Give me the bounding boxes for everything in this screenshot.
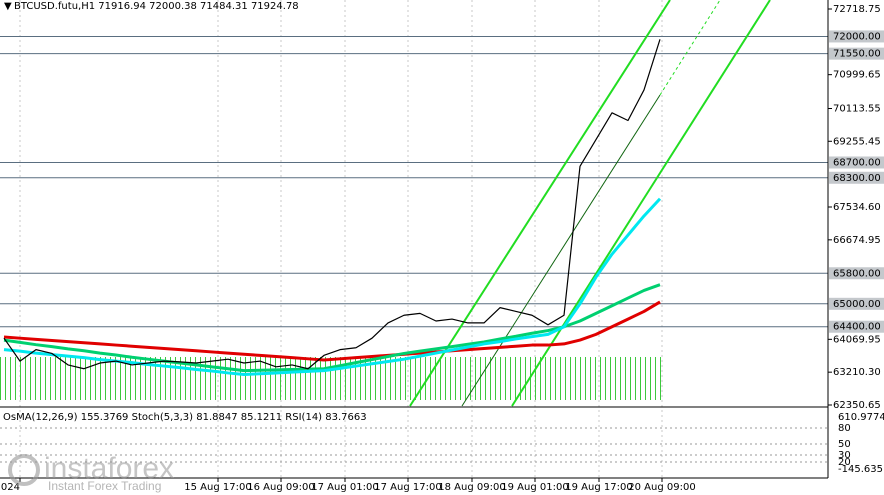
watermark-brand: instaforex	[44, 452, 174, 485]
time-label: 19 Aug 01:00	[501, 482, 568, 493]
indicator-header: OsMA(12,26,9) 155.3769 Stoch(5,3,3) 81.8…	[3, 412, 367, 423]
level-label-box	[829, 30, 884, 43]
time-label: 15 Aug 17:00	[184, 482, 251, 493]
watermark-logo	[8, 454, 40, 486]
time-label: 13 Aug 2024	[0, 482, 20, 493]
stoch-level-label: 20	[838, 457, 851, 468]
level-label: 72000.00	[833, 31, 881, 42]
moving-average	[3, 283, 661, 373]
price-label: 70113.55	[833, 104, 881, 115]
price-label: 62350.65	[833, 400, 881, 411]
price-label: 70999.65	[833, 70, 881, 81]
stoch-level-label: 30	[838, 450, 851, 461]
chart-title: BTCUSD.futu,H1 71916.94 72000.38 71484.3…	[14, 1, 299, 12]
level-label-box	[829, 320, 884, 333]
level-label-box	[829, 47, 884, 60]
price-label: 69255.45	[833, 136, 881, 147]
level-label: 68700.00	[833, 157, 881, 168]
levels	[0, 35, 828, 328]
time-label: 17 Aug 17:00	[374, 482, 441, 493]
price-label: 67534.60	[833, 202, 881, 213]
channel-middle-ext	[659, 0, 721, 96]
level-label-box	[829, 156, 884, 169]
indicator-scale: -145.635	[838, 464, 883, 475]
level-label: 65000.00	[833, 299, 881, 310]
level-label-box	[829, 267, 884, 280]
time-label: 20 Aug 09:00	[628, 482, 695, 493]
level-label: 64400.00	[833, 322, 881, 333]
time-label: 16 Aug 09:00	[247, 482, 314, 493]
time-label: 18 Aug 09:00	[438, 482, 505, 493]
price-label: 72718.75	[833, 4, 881, 15]
time-label: 19 Aug 17:00	[565, 482, 632, 493]
moving-average	[3, 300, 661, 362]
level-label-box	[829, 171, 884, 184]
price-label: 64069.95	[833, 334, 881, 345]
time-label: 17 Aug 01:00	[311, 482, 378, 493]
channel-lower	[511, 0, 771, 407]
price-label: 66674.95	[833, 235, 881, 246]
volume-strip	[0, 357, 662, 400]
watermark: instaforex Instant Forex Trading	[8, 452, 174, 493]
level-label: 71550.00	[833, 49, 881, 60]
level-label: 65800.00	[833, 268, 881, 279]
channel-middle	[461, 94, 661, 407]
title-marker: ▼	[4, 1, 12, 12]
plot	[3, 39, 662, 376]
price-line	[3, 39, 661, 370]
level-label: 68300.00	[833, 173, 881, 184]
price-label: 63210.30	[833, 367, 881, 378]
channel-upper	[409, 0, 671, 407]
stoch-level-label: 80	[838, 423, 851, 434]
indicator-scale: 610.9774	[838, 412, 884, 423]
stoch-level-label: 50	[838, 439, 851, 450]
level-label-box	[829, 297, 884, 310]
watermark-slogan: Instant Forex Trading	[48, 479, 161, 493]
